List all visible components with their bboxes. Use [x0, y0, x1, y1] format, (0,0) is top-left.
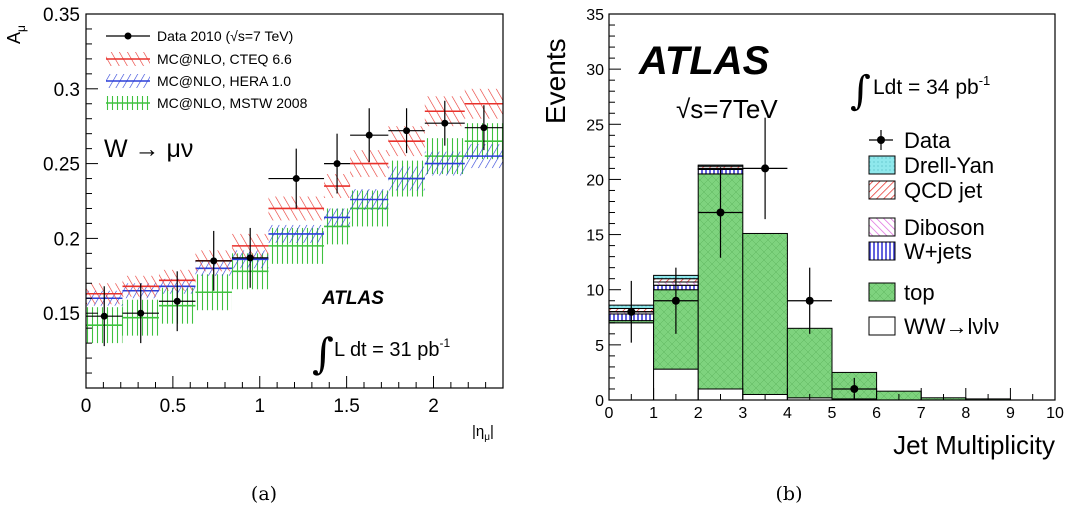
b-ytick-label: 0 [595, 393, 604, 410]
a-legend-mstw-label: MC@NLO, MSTW 2008 [157, 95, 308, 111]
b-xtick-label: 1 [649, 405, 658, 422]
b-lumi-exponent: -1 [979, 73, 991, 88]
b-xtick-label: 2 [694, 405, 703, 422]
a-data-point-1 [137, 309, 145, 317]
b-bar-1-bin-3 [742, 232, 788, 395]
b-ytick-label: 25 [586, 117, 604, 134]
a-data-point-9 [441, 119, 449, 127]
b-legend-wjets-label: W+jets [904, 239, 972, 264]
b-bar-5-bin-2 [697, 164, 744, 167]
a-data-point-3 [210, 257, 218, 265]
b-lumi-label: Ldt = 34 pb-1 [873, 73, 990, 99]
a-ylabel: Aμ [4, 25, 28, 44]
b-legend: Data Drell-Yan QCD jet Diboson W+jets to… [868, 128, 999, 339]
b-legend-ww-label: WW→lνlν [904, 314, 999, 339]
b-ylabel: Events [540, 38, 571, 124]
a-data-point-6 [333, 160, 341, 168]
b-bar-1-bin-4 [786, 327, 833, 399]
a-plot-frame [85, 13, 504, 389]
b-lumi-text: Ldt = 34 pb [873, 76, 979, 99]
panel-b: 0 1 2 3 4 5 6 7 8 9 10 0 5 10 15 20 25 30 35 ATLAS √s=7TeV… [540, 7, 1064, 505]
b-ytick-label: 35 [586, 7, 604, 24]
a-xtick-label: 0.5 [160, 396, 186, 417]
a-data-point-2 [173, 297, 181, 305]
b-xtick-label: 0 [605, 405, 614, 422]
a-ytick-label: 0.2 [54, 229, 80, 250]
a-ylabel-main: A [4, 32, 24, 44]
b-data-point-5 [850, 384, 859, 393]
a-legend-data-label: Data 2010 (√s=7 TeV) [157, 28, 293, 44]
b-xtick-label: 3 [738, 405, 747, 422]
b-data-point-0 [627, 307, 636, 316]
b-axes: 0 1 2 3 4 5 6 7 8 9 10 0 5 10 15 20 25 30 35 [586, 7, 1064, 422]
b-legend-top-label: top [904, 280, 935, 305]
a-mc-bands [86, 88, 503, 344]
a-ytick-label: 0.25 [43, 155, 80, 176]
a-integral-icon: ∫ [312, 329, 334, 378]
a-xtick-label: 1 [254, 396, 265, 417]
a-data-point-5 [292, 175, 300, 183]
b-ytick-label: 30 [586, 62, 604, 79]
a-process-label: W → μν [104, 135, 193, 163]
a-xlabel-end: | [490, 423, 494, 440]
a-data-point-10 [480, 124, 488, 132]
b-atlas-label: ATLAS [638, 39, 770, 83]
a-xlabel-main: |η [472, 423, 484, 440]
b-panel-label: (b) [776, 483, 803, 505]
b-integral-icon: ∫ [850, 68, 871, 114]
a-data-point-0 [100, 312, 108, 320]
b-ytick-label: 20 [586, 172, 604, 189]
b-data-point-2 [716, 208, 725, 217]
a-xlabel-sub: μ [484, 432, 490, 443]
b-xtick-label: 6 [872, 405, 881, 422]
panel-a: 0 0.5 1 1.5 2 0.15 0.2 0.25 0.3 0.35 Data 2010 (√… [4, 5, 504, 505]
b-xtick-label: 5 [828, 405, 837, 422]
a-xlabel: |ημ| [472, 423, 494, 443]
b-data-point-3 [761, 164, 770, 173]
a-ytick-label: 0.3 [54, 80, 80, 101]
b-xtick-label: 4 [783, 405, 792, 422]
a-lumi-label: L dt = 31 pb-1 [334, 336, 450, 361]
b-plot-frame [608, 13, 1056, 401]
b-legend-dy-label: Drell-Yan [904, 153, 994, 178]
a-panel-label: (a) [251, 483, 277, 505]
b-xtick-label: 10 [1046, 405, 1064, 422]
a-atlas-label: ATLAS [321, 288, 384, 309]
b-data-point-4 [805, 296, 814, 305]
a-data-point-4 [246, 254, 254, 262]
a-xtick-label: 2 [428, 396, 439, 417]
b-data-point-1 [671, 296, 680, 305]
a-xtick-label: 1.5 [333, 396, 359, 417]
a-data-points [86, 100, 503, 347]
a-xtick-label: 0 [81, 396, 92, 417]
b-data-points [609, 117, 877, 400]
a-legend-hera-label: MC@NLO, HERA 1.0 [157, 73, 291, 89]
a-lumi-text: L dt = 31 pb [334, 339, 439, 361]
a-legend: Data 2010 (√s=7 TeV) MC@NLO, CTEQ 6.6 MC… [106, 28, 308, 111]
a-data-point-8 [403, 127, 411, 135]
b-xlabel: Jet Multiplicity [893, 430, 1055, 460]
b-xtick-label: 9 [1006, 405, 1015, 422]
b-legend-diboson-label: Diboson [904, 215, 985, 240]
b-xtick-label: 7 [917, 405, 926, 422]
a-ytick-label: 0.35 [43, 5, 80, 26]
a-data-point-7 [365, 131, 373, 139]
b-xtick-label: 8 [961, 405, 970, 422]
b-legend-qcd-label: QCD jet [904, 178, 982, 203]
b-ytick-label: 10 [586, 283, 604, 300]
b-ytick-label: 15 [586, 228, 604, 245]
b-legend-data-label: Data [904, 128, 951, 153]
a-ylabel-sub: μ [14, 25, 28, 32]
b-energy-label: √s=7TeV [676, 94, 778, 124]
b-ytick-label: 5 [595, 338, 604, 355]
a-lumi-exponent: -1 [439, 336, 450, 350]
a-ytick-label: 0.15 [43, 304, 80, 325]
a-legend-cteq-label: MC@NLO, CTEQ 6.6 [157, 51, 292, 67]
